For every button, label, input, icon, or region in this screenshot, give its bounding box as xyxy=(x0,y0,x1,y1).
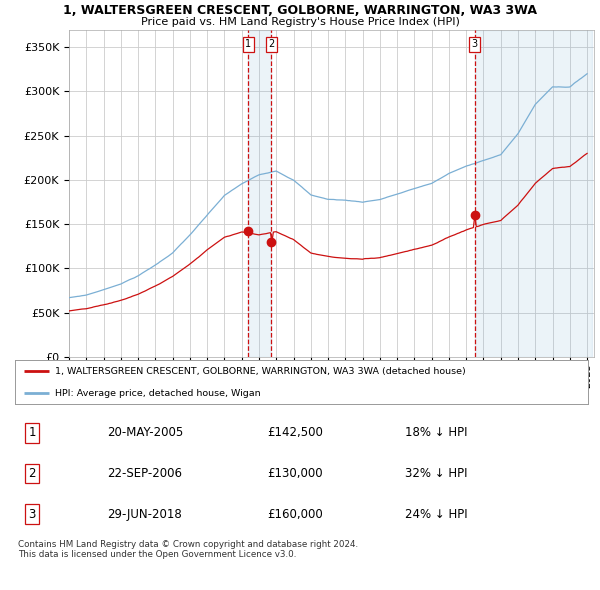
Text: Contains HM Land Registry data © Crown copyright and database right 2024.
This d: Contains HM Land Registry data © Crown c… xyxy=(18,540,358,559)
Text: 1, WALTERSGREEN CRESCENT, GOLBORNE, WARRINGTON, WA3 3WA (detached house): 1, WALTERSGREEN CRESCENT, GOLBORNE, WARR… xyxy=(55,367,466,376)
Text: 3: 3 xyxy=(29,507,36,520)
Text: 2: 2 xyxy=(268,40,275,49)
Text: 20-MAY-2005: 20-MAY-2005 xyxy=(107,427,183,440)
Text: 32% ↓ HPI: 32% ↓ HPI xyxy=(404,467,467,480)
Text: 18% ↓ HPI: 18% ↓ HPI xyxy=(404,427,467,440)
Text: HPI: Average price, detached house, Wigan: HPI: Average price, detached house, Wiga… xyxy=(55,389,261,398)
Text: £130,000: £130,000 xyxy=(267,467,323,480)
Text: 2: 2 xyxy=(28,467,36,480)
Bar xyxy=(248,30,271,357)
Text: 29-JUN-2018: 29-JUN-2018 xyxy=(107,507,181,520)
Text: 1: 1 xyxy=(28,427,36,440)
Bar xyxy=(475,30,592,357)
Text: 1, WALTERSGREEN CRESCENT, GOLBORNE, WARRINGTON, WA3 3WA: 1, WALTERSGREEN CRESCENT, GOLBORNE, WARR… xyxy=(63,4,537,17)
Text: Price paid vs. HM Land Registry's House Price Index (HPI): Price paid vs. HM Land Registry's House … xyxy=(140,17,460,27)
Text: £142,500: £142,500 xyxy=(267,427,323,440)
Text: 3: 3 xyxy=(472,40,478,49)
Text: 1: 1 xyxy=(245,40,251,49)
Text: £160,000: £160,000 xyxy=(267,507,323,520)
Text: 24% ↓ HPI: 24% ↓ HPI xyxy=(404,507,467,520)
Text: 22-SEP-2006: 22-SEP-2006 xyxy=(107,467,182,480)
